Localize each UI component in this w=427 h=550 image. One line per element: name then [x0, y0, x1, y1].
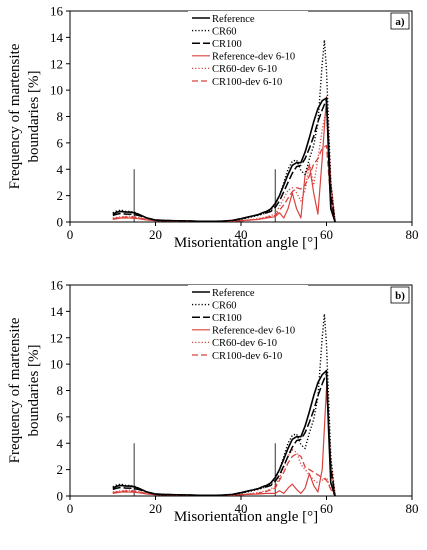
y-tick-label: 8 — [57, 109, 64, 124]
legend-label: Reference-dev 6-10 — [212, 52, 295, 63]
legend-label: CR60-dev 6-10 — [212, 64, 277, 75]
series-line-reference-dev-6-10 — [112, 387, 336, 496]
y-tick-label: 6 — [57, 409, 64, 424]
y-axis-title-line: boundaries [%] — [26, 70, 42, 162]
panel-label-box — [390, 286, 410, 304]
y-axis-title-line: boundaries [%] — [26, 344, 42, 436]
y-tick-label: 16 — [50, 4, 64, 19]
x-tick-label: 0 — [67, 501, 74, 516]
legend-label: CR100-dev 6-10 — [212, 351, 282, 362]
y-tick-label: 2 — [57, 462, 64, 477]
y-axis-title-line: Frequency of martensite — [7, 317, 23, 463]
x-tick-label: 60 — [320, 227, 333, 242]
y-tick-label: 10 — [50, 357, 63, 372]
x-tick-label: 20 — [149, 501, 162, 516]
panel-label: a) — [395, 16, 405, 28]
y-axis-title-line: Frequency of martensite — [7, 43, 23, 189]
y-tick-label: 12 — [50, 56, 63, 71]
y-tick-label: 6 — [57, 135, 64, 150]
legend-label: CR100 — [212, 313, 242, 324]
series-line-cr100-dev-6-10 — [112, 453, 336, 496]
y-tick-label: 12 — [50, 330, 63, 345]
y-tick-label: 2 — [57, 188, 64, 203]
y-tick-label: 14 — [50, 304, 64, 319]
legend-label: Reference — [212, 14, 255, 25]
x-tick-label: 80 — [406, 227, 419, 242]
legend-label: CR100-dev 6-10 — [212, 77, 282, 88]
legend-box — [188, 11, 308, 95]
x-axis-title: Misorientation angle [°] — [174, 235, 318, 251]
series-line-cr100 — [112, 372, 336, 496]
x-tick-label: 0 — [67, 227, 74, 242]
x-tick-label: 40 — [235, 227, 248, 242]
y-tick-label: 0 — [57, 489, 64, 504]
legend-label: Reference-dev 6-10 — [212, 326, 295, 337]
chart-panel-2: 0 2 4 6 8 10 12 14 16 0 20 40 60 80 Misorientation ang… — [7, 278, 419, 526]
legend-label: Reference — [212, 288, 255, 299]
y-axis-title: Frequency of martensite boundaries [%] — [7, 43, 42, 189]
y-tick-label: 10 — [50, 83, 63, 98]
y-tick-label: 4 — [57, 436, 64, 451]
y-tick-label: 14 — [50, 30, 64, 45]
series-line-cr60-dev-6-10 — [112, 449, 336, 496]
series-line-cr100 — [112, 98, 336, 222]
y-tick-label: 8 — [57, 383, 64, 398]
series-line-cr60-dev-6-10 — [112, 107, 336, 222]
panel-label: b) — [395, 290, 405, 302]
x-tick-label: 80 — [406, 501, 419, 516]
legend-box — [188, 285, 308, 369]
y-axis-title: Frequency of martensite boundaries [%] — [7, 317, 42, 463]
legend-label: CR100 — [212, 39, 242, 50]
legend-label: CR60 — [212, 26, 237, 37]
x-tick-label: 60 — [320, 501, 333, 516]
legend-label: CR60-dev 6-10 — [212, 338, 277, 349]
x-tick-label: 40 — [235, 501, 248, 516]
x-axis-title: Misorientation angle [°] — [174, 509, 318, 525]
panel-label-box — [390, 12, 410, 30]
chart-panel-1: 0 2 4 6 8 10 12 14 16 0 20 40 60 80 Misorientation ang… — [7, 4, 419, 252]
y-tick-label: 4 — [57, 162, 64, 177]
x-tick-label: 20 — [149, 227, 162, 242]
legend-label: CR60 — [212, 300, 237, 311]
series-line-reference — [112, 369, 336, 496]
series-line-cr100-dev-6-10 — [112, 144, 336, 222]
y-tick-label: 16 — [50, 278, 64, 293]
y-tick-label: 0 — [57, 215, 64, 230]
